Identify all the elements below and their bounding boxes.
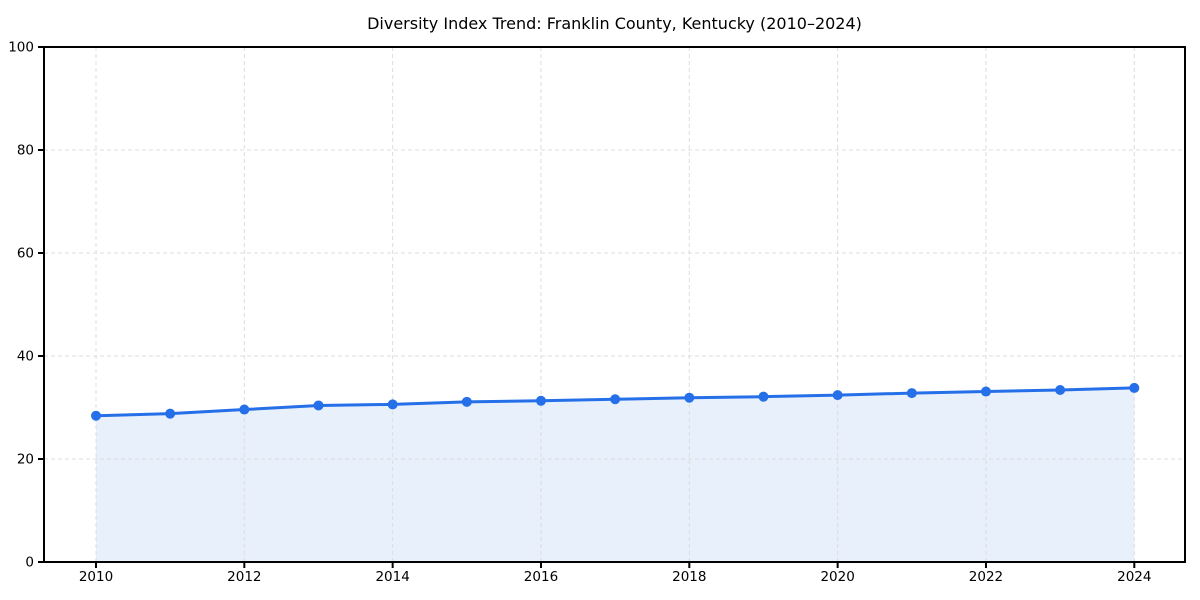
x-tick-label: 2014 [375, 569, 409, 585]
x-tick-label: 2016 [524, 569, 558, 585]
data-point [387, 399, 398, 410]
data-point [1055, 384, 1066, 395]
data-point [535, 395, 546, 406]
x-tick-label: 2022 [969, 569, 1003, 585]
data-point [239, 404, 250, 415]
chart-title: Diversity Index Trend: Franklin County, … [367, 14, 862, 33]
x-tick-label: 2018 [672, 569, 706, 585]
x-tick-label: 2024 [1117, 569, 1151, 585]
data-point [980, 386, 991, 397]
data-point [313, 400, 324, 411]
data-point [1129, 382, 1140, 393]
data-point [91, 410, 101, 421]
data-point [906, 388, 917, 399]
data-point [758, 391, 769, 402]
data-point [832, 390, 843, 401]
data-point [684, 392, 695, 403]
x-tick-label: 2012 [227, 569, 261, 585]
x-tick-label: 2010 [79, 569, 113, 585]
data-point [610, 394, 621, 405]
y-tick-label: 60 [17, 245, 34, 261]
y-tick-label: 20 [17, 451, 34, 467]
data-point [165, 408, 176, 419]
data-point [461, 396, 472, 407]
axes-frame [43, 46, 1186, 563]
y-tick-label: 100 [8, 39, 34, 55]
x-tick-label: 2020 [820, 569, 854, 585]
y-tick-label: 80 [17, 142, 34, 158]
y-tick-label: 0 [25, 554, 34, 570]
y-tick-label: 40 [17, 348, 34, 364]
area-fill [96, 387, 1135, 562]
